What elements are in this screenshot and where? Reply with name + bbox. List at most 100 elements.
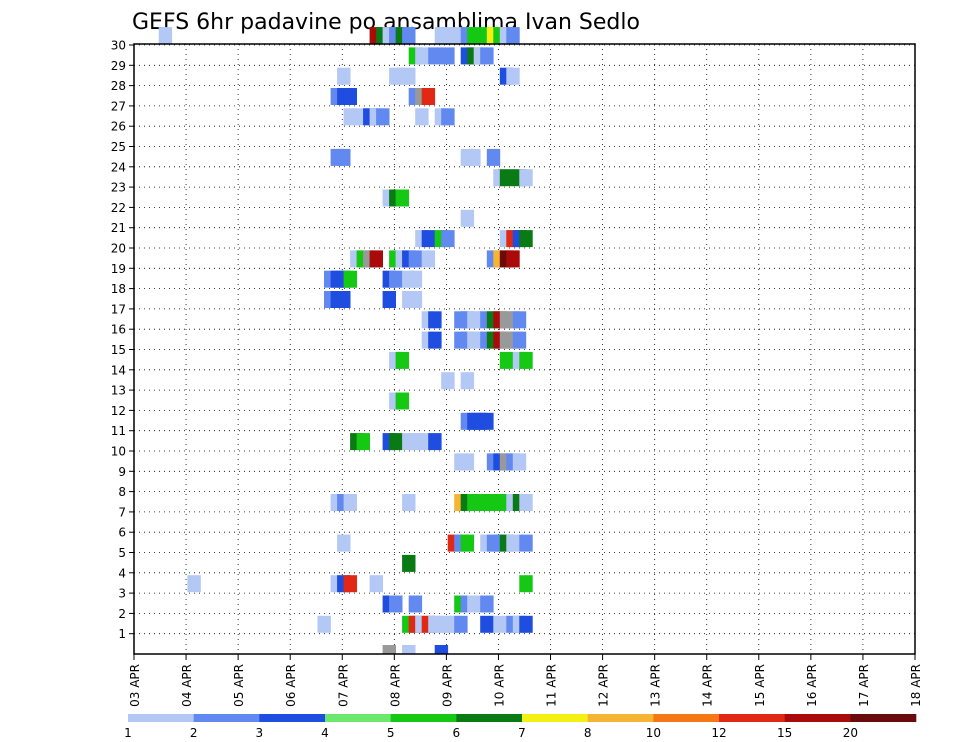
y-tick-label: 28 — [111, 79, 126, 93]
legend-swatch — [259, 714, 326, 722]
data-cell — [467, 27, 481, 45]
data-cell — [343, 575, 357, 593]
color-legend: 1 2 3 4 5 6 7 8 10 12 15 20 — [124, 714, 917, 740]
data-cell — [460, 453, 475, 471]
y-tick-label: 25 — [111, 140, 126, 154]
legend-label: 12 — [711, 726, 726, 740]
data-cell — [415, 108, 429, 126]
data-cell — [499, 169, 514, 187]
y-tick-label: 15 — [111, 343, 126, 357]
data-cell — [493, 494, 507, 511]
legend-label: 10 — [646, 726, 661, 740]
data-cell — [428, 47, 442, 65]
data-cell — [506, 67, 520, 85]
legend-label: 1 — [124, 726, 132, 740]
data-cell — [408, 595, 423, 613]
data-cell — [415, 433, 429, 451]
data-cells — [158, 27, 533, 654]
legend-label: 7 — [518, 726, 526, 740]
legend-label: 8 — [584, 726, 592, 740]
x-tick-label: 11 APR — [545, 664, 559, 707]
data-cell — [382, 291, 396, 308]
x-tick-label: 12 APR — [597, 664, 611, 707]
data-cell — [441, 230, 455, 248]
y-tick-label: 19 — [111, 262, 126, 276]
data-cell — [506, 534, 520, 552]
data-cell — [408, 270, 423, 288]
data-cell — [402, 645, 416, 654]
legend-label: 20 — [843, 726, 858, 740]
x-tick-label: 09 APR — [440, 664, 454, 707]
data-cell — [493, 615, 507, 633]
data-cell — [467, 148, 481, 166]
grid-lines — [134, 44, 915, 654]
y-axis-ticks: 1234567891011121314151617181920212223242… — [111, 39, 134, 641]
data-cell — [343, 88, 357, 105]
x-tick-label: 04 APR — [180, 664, 194, 707]
y-tick-label: 6 — [118, 526, 126, 540]
data-cell — [441, 108, 455, 126]
data-cell — [389, 270, 403, 288]
legend-label: 15 — [777, 726, 792, 740]
data-cell — [499, 351, 514, 369]
y-tick-label: 9 — [118, 465, 126, 479]
y-tick-label: 4 — [118, 566, 126, 580]
data-cell — [428, 433, 442, 451]
data-cell — [337, 148, 351, 166]
data-cell — [402, 494, 416, 511]
y-tick-label: 22 — [111, 201, 126, 215]
legend-swatch — [587, 714, 654, 722]
data-cell — [519, 169, 533, 187]
y-tick-label: 21 — [111, 221, 126, 235]
data-cell — [519, 575, 533, 593]
data-cell — [337, 534, 351, 552]
data-cell — [460, 209, 475, 227]
y-tick-label: 8 — [118, 485, 126, 499]
data-cell — [512, 331, 527, 349]
legend-swatch — [456, 714, 523, 722]
x-tick-label: 03 APR — [128, 664, 142, 707]
data-cell — [395, 189, 409, 207]
y-tick-label: 27 — [111, 99, 126, 113]
data-cell — [441, 47, 455, 65]
data-cell — [421, 230, 436, 248]
legend-label: 2 — [190, 726, 198, 740]
data-cell — [337, 291, 351, 308]
legend-swatch — [850, 714, 917, 722]
y-tick-label: 26 — [111, 120, 126, 134]
y-tick-label: 3 — [118, 587, 126, 601]
data-cell — [402, 554, 416, 572]
legend-swatch — [325, 714, 391, 722]
data-cell — [408, 250, 423, 268]
y-tick-label: 5 — [118, 546, 126, 560]
data-cell — [402, 27, 416, 45]
x-tick-label: 13 APR — [649, 664, 663, 707]
y-tick-label: 7 — [118, 505, 126, 519]
legend-label: 3 — [256, 726, 264, 740]
x-tick-label: 10 APR — [492, 664, 506, 707]
x-tick-label: 07 APR — [336, 664, 350, 707]
legend-swatch — [784, 714, 851, 722]
x-axis-ticks: 03 APR 04 APR 05 APR 06 APR 07 APR 08 APR 09 A… — [128, 654, 923, 707]
data-cell — [187, 575, 201, 593]
legend-swatch — [719, 714, 785, 722]
data-cell — [454, 615, 468, 633]
x-tick-label: 18 APR — [909, 664, 923, 707]
data-cell — [519, 230, 533, 248]
x-tick-label: 17 APR — [857, 664, 871, 707]
x-tick-label: 16 APR — [805, 664, 819, 707]
data-cell — [343, 270, 357, 288]
data-cell — [421, 88, 436, 105]
y-tick-label: 23 — [111, 181, 126, 195]
data-cell — [512, 453, 527, 471]
data-cell — [441, 372, 455, 390]
data-cell — [402, 67, 416, 85]
data-cell — [369, 250, 383, 268]
x-tick-label: 14 APR — [701, 664, 715, 707]
data-cell — [512, 311, 527, 329]
legend-label: 5 — [387, 726, 395, 740]
y-tick-label: 1 — [118, 627, 126, 641]
y-tick-label: 20 — [111, 242, 126, 256]
data-cell — [421, 250, 436, 268]
